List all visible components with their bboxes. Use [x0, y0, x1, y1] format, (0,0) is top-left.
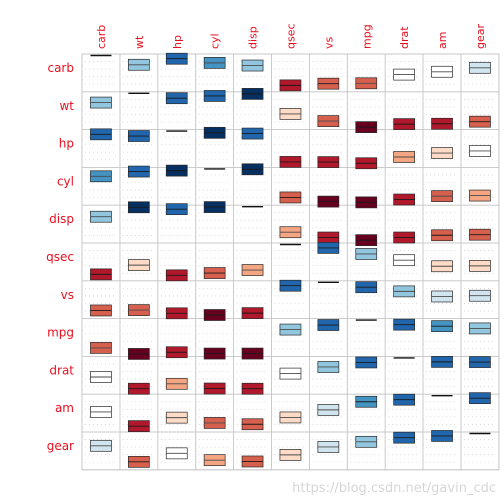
column-label: wt — [133, 35, 146, 49]
row-label: qsec — [46, 250, 74, 264]
column-label: disp — [247, 26, 260, 49]
matrix-cell-border — [384, 355, 424, 395]
column-label: carb — [95, 25, 108, 49]
column-label: hp — [171, 35, 184, 49]
column-label: drat — [398, 26, 411, 49]
matrix-cell-border — [271, 242, 310, 282]
watermark-text: https://blog.csdn.net/gavin_cdc — [292, 481, 496, 496]
row-label: cyl — [57, 174, 74, 188]
matrix-cells — [90, 52, 491, 468]
matrix-cell-border — [233, 53, 272, 93]
matrix-cell-border — [157, 129, 197, 168]
matrix-cell-border — [346, 318, 386, 357]
column-label: gear — [474, 24, 487, 49]
row-label: mpg — [47, 326, 74, 340]
row-label: wt — [59, 99, 74, 113]
column-label: am — [436, 32, 449, 49]
row-label: carb — [47, 61, 74, 75]
row-label: disp — [49, 212, 74, 226]
plot-grid — [81, 53, 500, 471]
matrix-cell-border — [233, 204, 272, 244]
matrix-cell-border — [308, 280, 348, 319]
axis-labels: carb wt hp cyl disp qsec vs mpg drat am gear carb wt… — [46, 23, 487, 453]
row-label: drat — [49, 363, 74, 377]
matrix-cell-border — [81, 204, 121, 244]
column-label: qsec — [284, 23, 297, 49]
matrix-cell-border — [81, 53, 121, 93]
column-label: mpg — [360, 24, 373, 49]
row-label: hp — [59, 137, 74, 151]
matrix-cell-border — [119, 91, 159, 131]
matrix-cell-border — [460, 431, 500, 471]
row-label: vs — [61, 288, 74, 302]
matrix-cell-border — [422, 393, 462, 433]
row-label: gear — [47, 439, 74, 453]
row-label: am — [55, 401, 74, 415]
column-label: cyl — [209, 33, 222, 49]
column-label: vs — [322, 36, 335, 49]
matrix-cell-border — [195, 166, 234, 206]
